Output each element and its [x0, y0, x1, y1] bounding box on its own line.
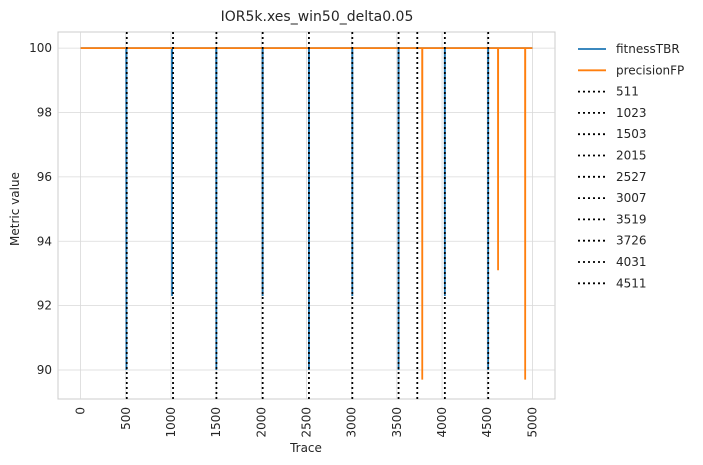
- series-line-precisionFP: [80, 47, 533, 380]
- x-tick-label: 1500: [209, 407, 223, 438]
- legend: fitnessTBR precisionFP 511 1023 1503 2015 2527…: [578, 42, 684, 290]
- y-axis-ticks: 90 92 94 96 98 100: [29, 41, 52, 377]
- y-tick-label: 94: [37, 234, 52, 248]
- y-tick-label: 92: [37, 299, 52, 313]
- x-axis-ticks: 0 500 1000 1500 2000 2500 3000 3500 4000 4500 5000: [74, 407, 540, 438]
- legend-label-fitnessTBR: fitnessTBR: [616, 42, 680, 56]
- y-axis-label: Metric value: [8, 172, 22, 246]
- legend-label-511: 511: [616, 85, 639, 99]
- legend-label-1023: 1023: [616, 106, 647, 120]
- x-tick-label: 5000: [525, 407, 539, 438]
- y-tick-label: 98: [37, 105, 52, 119]
- legend-label-4511: 4511: [616, 276, 647, 290]
- legend-label-2015: 2015: [616, 149, 647, 163]
- legend-label-1503: 1503: [616, 127, 647, 141]
- x-tick-label: 2000: [254, 407, 268, 438]
- x-tick-label: 500: [119, 407, 133, 430]
- legend-label-2527: 2527: [616, 170, 647, 184]
- x-tick-label: 4000: [435, 407, 449, 438]
- x-tick-label: 3500: [390, 407, 404, 438]
- legend-label-precisionFP: precisionFP: [616, 63, 684, 77]
- x-tick-label: 0: [74, 407, 88, 415]
- legend-label-3519: 3519: [616, 212, 647, 226]
- chart-title: IOR5k.xes_win50_delta0.05: [221, 9, 414, 25]
- y-tick-label: 100: [29, 41, 52, 55]
- x-tick-label: 1000: [164, 407, 178, 438]
- x-tick-label: 4500: [480, 407, 494, 438]
- drift-lines: [125, 32, 490, 399]
- x-tick-label: 3000: [345, 407, 359, 438]
- y-tick-label: 90: [37, 363, 52, 377]
- x-tick-label: 2500: [300, 407, 314, 438]
- legend-label-3726: 3726: [616, 234, 647, 248]
- legend-label-3007: 3007: [616, 191, 647, 205]
- legend-label-4031: 4031: [616, 255, 647, 269]
- x-axis-label: Trace: [289, 441, 322, 455]
- y-tick-label: 96: [37, 170, 52, 184]
